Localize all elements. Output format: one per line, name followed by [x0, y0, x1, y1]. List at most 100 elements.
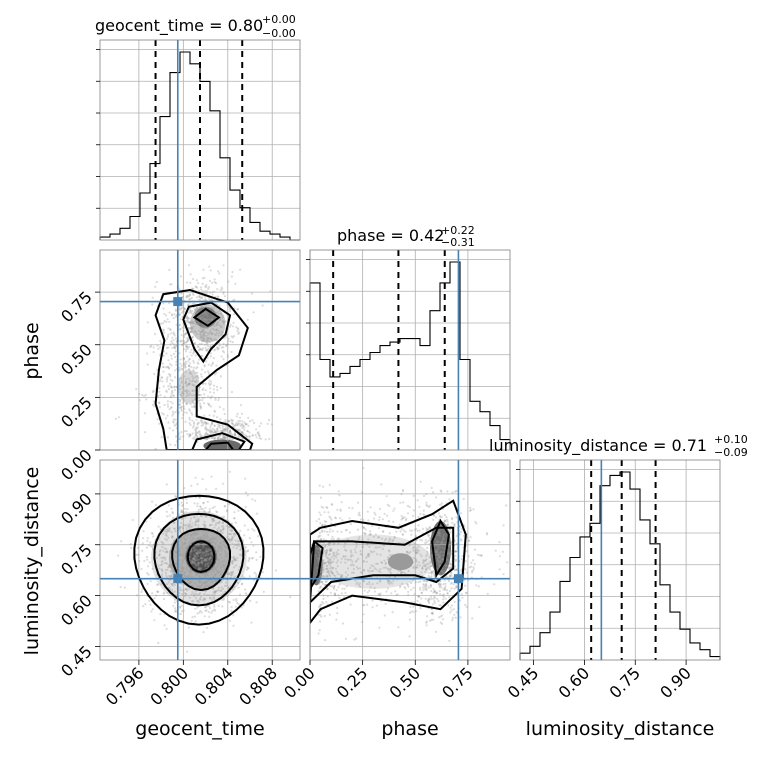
- sample-point: [181, 339, 184, 342]
- sample-point: [325, 552, 328, 555]
- sample-point: [151, 532, 154, 535]
- sample-point: [205, 558, 208, 561]
- sample-point: [318, 554, 321, 557]
- sample-point: [192, 369, 195, 372]
- sample-point: [216, 428, 219, 431]
- sample-point: [331, 535, 334, 539]
- sample-point: [212, 518, 215, 521]
- sample-point: [185, 588, 188, 591]
- sample-point: [201, 329, 204, 332]
- sample-point: [190, 539, 194, 543]
- sample-point: [388, 562, 391, 566]
- sample-point: [204, 590, 207, 593]
- sample-point: [498, 568, 501, 571]
- sample-point: [179, 437, 182, 441]
- sample-point: [144, 603, 147, 606]
- sample-point: [204, 515, 207, 518]
- sample-point: [197, 396, 201, 399]
- sample-point: [439, 593, 442, 596]
- sample-point: [178, 549, 181, 552]
- sample-point: [217, 558, 221, 561]
- truth-point-geocent_time-luminosity_distance: [173, 574, 183, 584]
- sample-point: [200, 434, 203, 437]
- sample-point: [318, 534, 321, 538]
- sample-point: [506, 561, 509, 564]
- sample-point: [179, 435, 182, 438]
- sample-point: [184, 542, 187, 545]
- sample-point: [213, 278, 216, 281]
- sample-point: [244, 491, 248, 494]
- sample-point: [248, 556, 251, 560]
- sample-point: [173, 550, 176, 553]
- sample-point: [242, 604, 245, 607]
- sample-point: [406, 504, 409, 507]
- sample-point: [184, 533, 187, 537]
- sample-point: [443, 570, 446, 573]
- sample-point: [184, 332, 187, 335]
- sample-point: [437, 557, 440, 560]
- sample-point: [349, 555, 353, 558]
- sample-point: [239, 424, 242, 427]
- sample-point: [154, 285, 157, 288]
- sample-point: [149, 580, 152, 583]
- sample-point: [195, 380, 198, 384]
- sample-point: [224, 581, 228, 584]
- sample-point: [195, 555, 198, 558]
- sample-point: [209, 429, 213, 432]
- sample-point: [356, 581, 359, 584]
- sample-point: [178, 307, 181, 310]
- sample-point: [501, 550, 504, 553]
- sample-point: [205, 284, 208, 287]
- sample-point: [362, 526, 365, 529]
- sample-point: [225, 509, 229, 512]
- sample-point: [432, 591, 435, 594]
- sample-point: [179, 362, 182, 365]
- sample-point: [197, 517, 200, 520]
- sample-point: [222, 540, 225, 543]
- sample-point: [425, 558, 428, 561]
- sample-point: [197, 323, 200, 326]
- sample-point: [174, 495, 177, 498]
- sample-point: [193, 342, 196, 345]
- sample-point: [345, 585, 348, 588]
- sample-point: [419, 586, 422, 590]
- sample-point: [175, 360, 178, 363]
- sample-point: [195, 551, 198, 555]
- sample-point: [213, 526, 216, 529]
- sample-point: [236, 412, 239, 415]
- sample-point: [214, 312, 217, 315]
- sample-point: [194, 354, 197, 357]
- sample-point: [202, 573, 205, 577]
- sample-point: [142, 530, 145, 533]
- sample-point: [320, 580, 323, 584]
- sample-point: [328, 562, 331, 565]
- sample-point: [199, 286, 203, 289]
- sample-point: [329, 575, 332, 578]
- sample-point: [187, 365, 191, 368]
- sample-point: [333, 592, 336, 595]
- sample-point: [219, 312, 223, 315]
- sample-point: [212, 568, 215, 571]
- sample-point: [439, 573, 442, 576]
- sample-point: [437, 561, 440, 564]
- sample-point: [182, 598, 185, 601]
- sample-point: [208, 524, 212, 527]
- sample-point: [382, 566, 385, 570]
- sample-point: [213, 590, 216, 594]
- sample-point: [231, 538, 234, 541]
- sample-point: [137, 553, 140, 557]
- sample-point: [170, 406, 173, 409]
- sample-point: [195, 367, 198, 370]
- sample-point: [215, 567, 218, 570]
- sample-point: [186, 337, 189, 340]
- sample-point: [344, 542, 347, 545]
- sample-point: [170, 563, 173, 566]
- sample-point: [192, 322, 195, 325]
- sample-point: [244, 477, 247, 480]
- sample-point: [442, 558, 445, 561]
- sample-point: [444, 524, 447, 528]
- sample-point: [376, 546, 379, 549]
- sample-point: [331, 503, 334, 506]
- sample-point: [197, 524, 200, 527]
- sample-point: [165, 389, 168, 392]
